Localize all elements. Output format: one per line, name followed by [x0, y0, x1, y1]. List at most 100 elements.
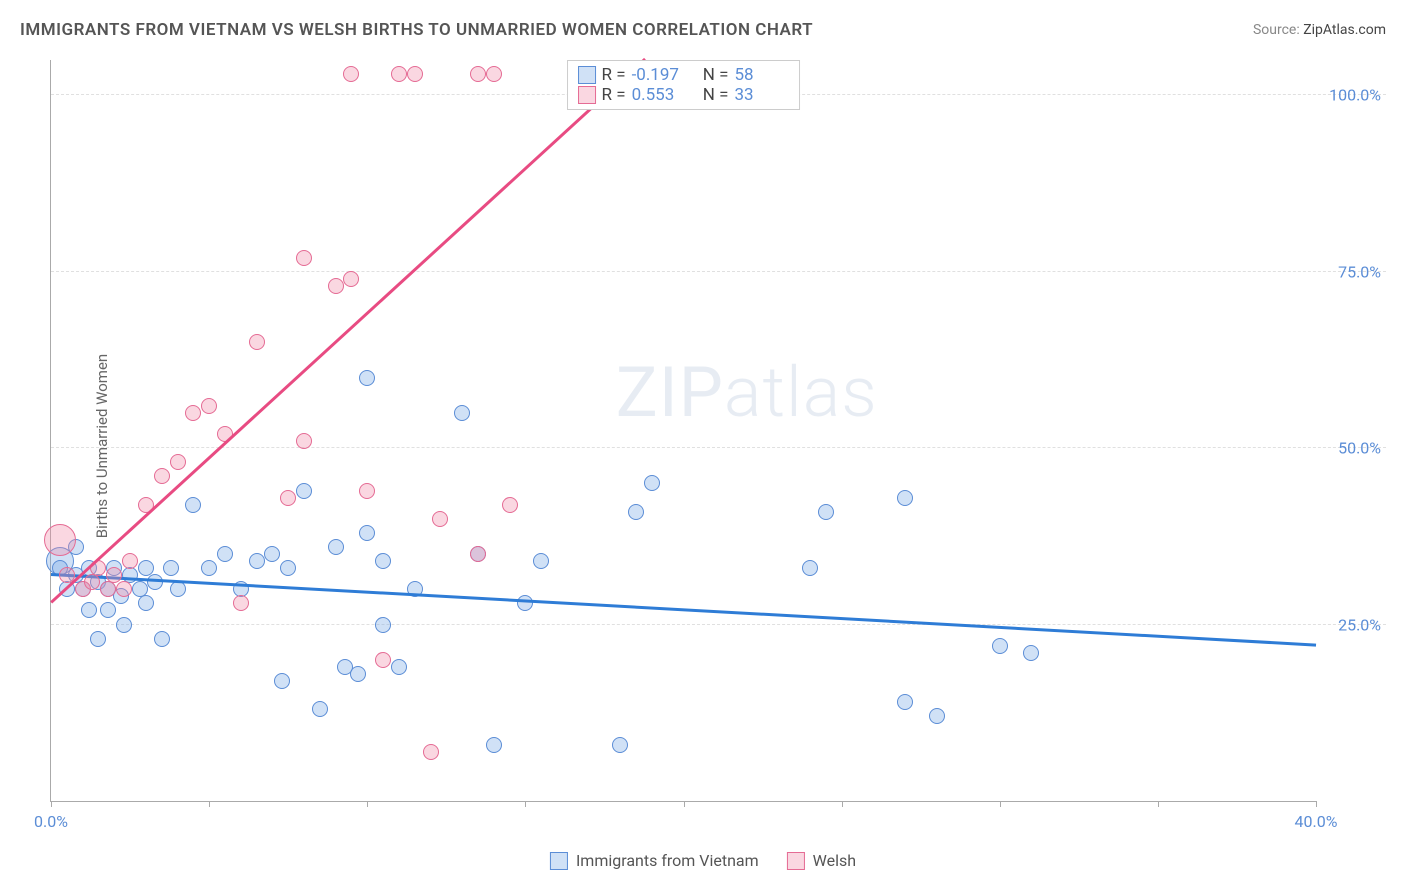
data-point: [350, 666, 366, 682]
gridline: [51, 624, 1386, 625]
r-value-1: -0.197: [632, 65, 687, 85]
data-point: [486, 66, 502, 82]
correlation-box: R = -0.197 N = 58 R = 0.553 N = 33: [567, 60, 801, 110]
y-tick-label: 25.0%: [1338, 615, 1381, 634]
data-point: [391, 66, 407, 82]
x-tick: [51, 801, 52, 807]
data-point: [170, 454, 186, 470]
data-point: [116, 617, 132, 633]
data-point: [217, 546, 233, 562]
r-label: R =: [602, 85, 626, 105]
series1-swatch-icon: [578, 66, 596, 84]
data-point: [296, 483, 312, 499]
data-point: [138, 560, 154, 576]
y-tick-label: 75.0%: [1338, 262, 1381, 281]
trend-line: [50, 58, 646, 603]
data-point: [423, 744, 439, 760]
correlation-row-1: R = -0.197 N = 58: [578, 65, 790, 85]
data-point: [147, 574, 163, 590]
source-attribution: Source: ZipAtlas.com: [1253, 22, 1386, 38]
data-point: [328, 539, 344, 555]
plot-area: ZIPatlas R = -0.197 N = 58 R = 0.553 N =…: [50, 60, 1316, 802]
data-point: [897, 490, 913, 506]
data-point: [644, 475, 660, 491]
legend-swatch-2-icon: [787, 852, 805, 870]
data-point: [185, 497, 201, 513]
data-point: [612, 737, 628, 753]
data-point: [170, 581, 186, 597]
data-point: [280, 560, 296, 576]
legend-label-2: Welsh: [813, 851, 856, 870]
data-point: [106, 567, 122, 583]
r-value-2: 0.553: [632, 85, 687, 105]
bottom-legend: Immigrants from Vietnam Welsh: [550, 851, 856, 870]
data-point: [375, 652, 391, 668]
source-value: ZipAtlas.com: [1303, 22, 1386, 38]
x-tick: [842, 801, 843, 807]
r-label: R =: [602, 65, 626, 85]
data-point: [818, 504, 834, 520]
data-point: [1023, 645, 1039, 661]
x-tick: [525, 801, 526, 807]
correlation-row-2: R = 0.553 N = 33: [578, 85, 790, 105]
data-point: [470, 546, 486, 562]
data-point: [44, 524, 76, 556]
x-tick: [1158, 801, 1159, 807]
data-point: [343, 66, 359, 82]
data-point: [470, 66, 486, 82]
x-tick: [1000, 801, 1001, 807]
data-point: [533, 553, 549, 569]
x-tick: [367, 801, 368, 807]
legend-label-1: Immigrants from Vietnam: [576, 851, 759, 870]
data-point: [407, 66, 423, 82]
data-point: [116, 581, 132, 597]
data-point: [163, 560, 179, 576]
data-point: [312, 701, 328, 717]
data-point: [432, 511, 448, 527]
data-point: [897, 694, 913, 710]
data-point: [328, 278, 344, 294]
data-point: [201, 560, 217, 576]
data-point: [343, 271, 359, 287]
data-point: [502, 497, 518, 513]
data-point: [929, 708, 945, 724]
data-point: [233, 595, 249, 611]
data-point: [517, 595, 533, 611]
data-point: [359, 483, 375, 499]
chart-title: IMMIGRANTS FROM VIETNAM VS WELSH BIRTHS …: [20, 20, 813, 40]
data-point: [296, 250, 312, 266]
data-point: [454, 405, 470, 421]
data-point: [249, 334, 265, 350]
series2-swatch-icon: [578, 86, 596, 104]
x-tick-label: 0.0%: [34, 812, 68, 831]
y-tick-label: 50.0%: [1338, 439, 1381, 458]
data-point: [122, 553, 138, 569]
data-point: [391, 659, 407, 675]
data-point: [249, 553, 265, 569]
data-point: [296, 433, 312, 449]
chart-container: ZIPatlas R = -0.197 N = 58 R = 0.553 N =…: [50, 60, 1386, 822]
data-point: [375, 617, 391, 633]
data-point: [201, 398, 217, 414]
chart-header: IMMIGRANTS FROM VIETNAM VS WELSH BIRTHS …: [20, 20, 1386, 40]
data-point: [375, 553, 391, 569]
data-point: [486, 737, 502, 753]
data-point: [628, 504, 644, 520]
x-tick-label: 40.0%: [1295, 812, 1338, 831]
data-point: [100, 602, 116, 618]
data-point: [274, 673, 290, 689]
source-label: Source:: [1253, 22, 1303, 38]
y-tick-label: 100.0%: [1329, 86, 1381, 105]
gridline: [51, 271, 1386, 272]
data-point: [359, 370, 375, 386]
legend-item-1: Immigrants from Vietnam: [550, 851, 759, 870]
data-point: [280, 490, 296, 506]
x-tick: [209, 801, 210, 807]
n-label: N =: [703, 85, 729, 105]
data-point: [185, 405, 201, 421]
n-label: N =: [703, 65, 729, 85]
data-point: [138, 595, 154, 611]
data-point: [90, 631, 106, 647]
legend-item-2: Welsh: [787, 851, 856, 870]
gridline: [51, 447, 1386, 448]
